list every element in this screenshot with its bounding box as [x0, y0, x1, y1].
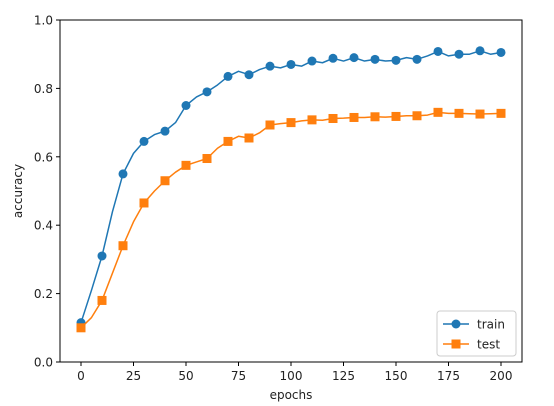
data-point-train [475, 46, 485, 56]
data-point-test [223, 136, 233, 146]
x-tick-label: 0 [77, 369, 85, 383]
data-point-test [244, 133, 254, 143]
legend-test-label: test [477, 338, 500, 352]
data-point-test [118, 241, 128, 251]
x-tick-label: 25 [126, 369, 141, 383]
data-point-test [454, 108, 464, 118]
y-tick-label: 0.4 [34, 219, 53, 233]
x-axis-ticks: 0 25 50 75 100 125 150 175 200 [77, 362, 512, 383]
data-point-train [307, 56, 317, 66]
data-point-test [265, 120, 275, 130]
x-tick-label: 200 [490, 369, 513, 383]
x-tick-label: 125 [332, 369, 355, 383]
series-layer [76, 46, 506, 333]
data-point-test [286, 118, 296, 128]
data-point-train [118, 169, 128, 179]
data-point-test [412, 111, 422, 121]
data-point-train [160, 126, 170, 136]
data-point-train [181, 101, 191, 110]
plot-area [60, 20, 522, 362]
data-point-test [370, 112, 380, 122]
legend-train-marker [451, 319, 461, 329]
data-point-test [139, 198, 149, 208]
y-axis-ticks: 0.0 0.2 0.4 0.6 0.8 1.0 [34, 14, 60, 370]
data-point-test [496, 108, 506, 118]
x-tick-label: 75 [231, 369, 246, 383]
data-point-test [475, 109, 485, 119]
data-point-test [97, 295, 107, 305]
data-point-train [370, 54, 380, 64]
data-point-train [391, 55, 401, 65]
data-point-train [349, 53, 359, 63]
x-tick-label: 50 [178, 369, 193, 383]
legend: train test [436, 310, 517, 357]
data-point-test [181, 160, 191, 170]
data-point-test [307, 115, 317, 125]
data-point-train [433, 46, 443, 56]
y-tick-label: 0.6 [34, 150, 53, 164]
y-tick-label: 1.0 [34, 14, 53, 28]
data-point-train [202, 87, 212, 97]
data-point-train [412, 54, 422, 64]
y-tick-label: 0.8 [34, 82, 53, 96]
x-tick-label: 175 [437, 369, 460, 383]
data-point-train [139, 136, 149, 146]
data-point-train [328, 53, 338, 63]
data-point-train [244, 70, 254, 80]
data-point-test [433, 107, 443, 117]
data-point-test [160, 176, 170, 186]
data-point-train [97, 251, 107, 261]
data-point-train [223, 71, 233, 81]
legend-test-marker [451, 339, 461, 349]
data-point-train [265, 61, 275, 71]
x-tick-label: 150 [385, 369, 408, 383]
x-axis-label: epochs [270, 388, 313, 402]
data-point-train [286, 59, 296, 69]
y-axis-label: accuracy [11, 164, 25, 218]
y-tick-label: 0.2 [34, 287, 53, 301]
legend-train-label: train [477, 318, 505, 332]
data-point-test [328, 113, 338, 123]
data-point-test [76, 323, 86, 333]
data-point-train [496, 47, 506, 57]
data-point-train [454, 49, 464, 59]
y-tick-label: 0.0 [34, 356, 53, 370]
data-point-test [202, 154, 212, 164]
data-point-test [349, 112, 359, 122]
plot-frame [59, 19, 523, 363]
x-tick-label: 100 [280, 369, 303, 383]
data-point-test [391, 111, 401, 121]
